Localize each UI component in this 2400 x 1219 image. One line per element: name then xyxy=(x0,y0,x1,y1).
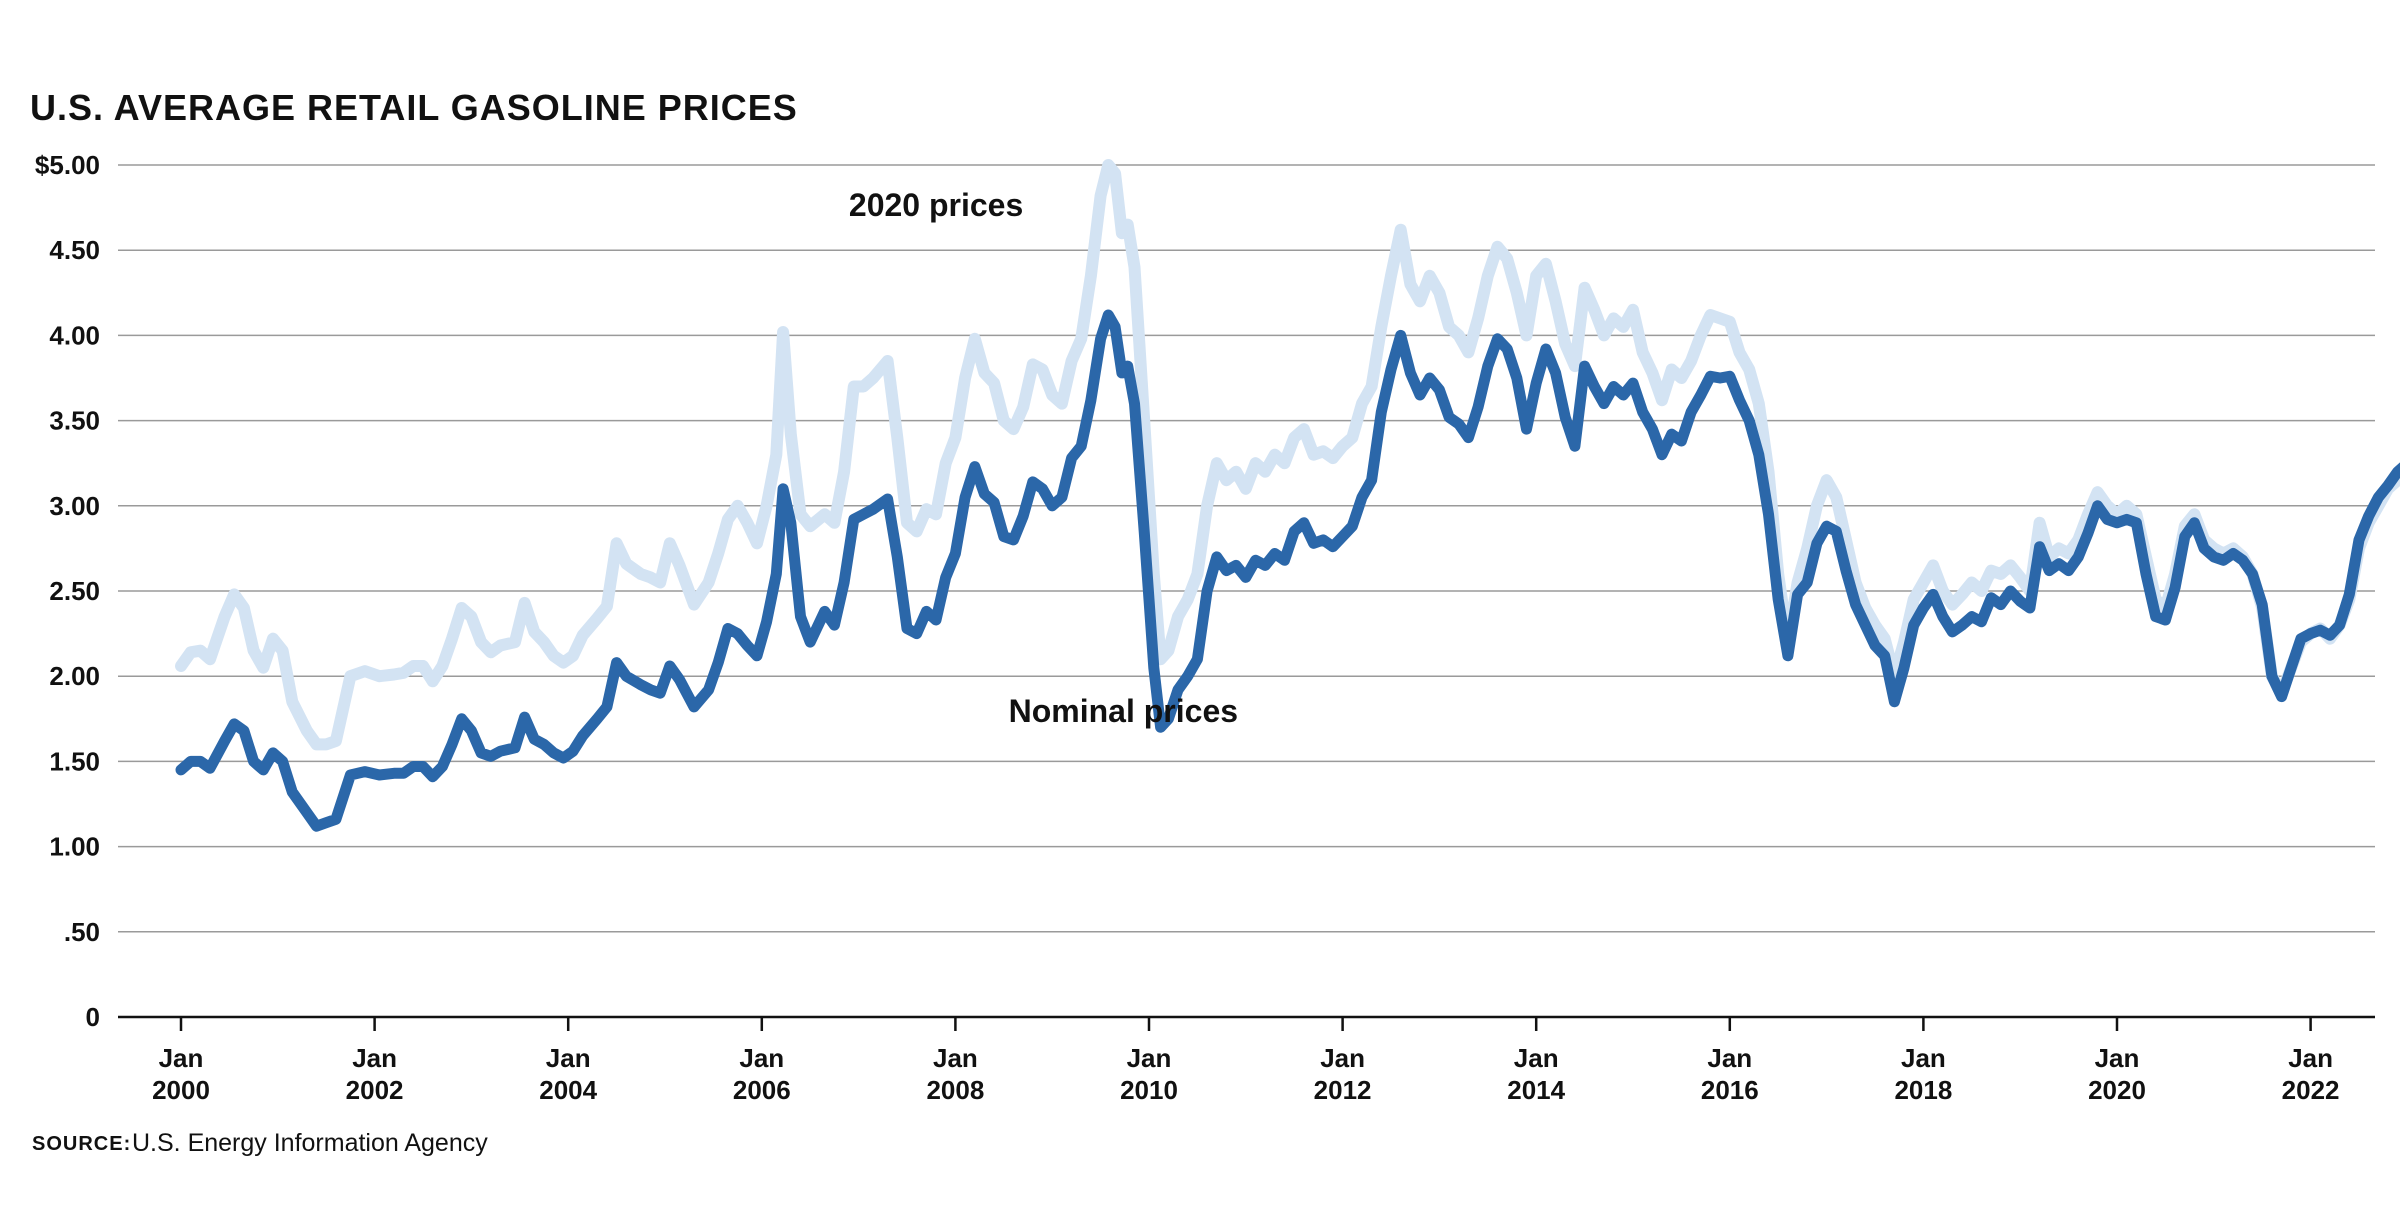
y-tick-label: 3.50 xyxy=(49,406,100,436)
x-tick-label-month: Jan xyxy=(352,1043,397,1073)
x-tick-label-month: Jan xyxy=(1707,1043,1752,1073)
y-tick-label: $5.00 xyxy=(35,150,100,180)
x-tick-label-month: Jan xyxy=(1320,1043,1365,1073)
series-labels: 2020 prices Nominal prices xyxy=(849,187,1238,729)
y-tick-label: 2.50 xyxy=(49,576,100,606)
chart-title: U.S. AVERAGE RETAIL GASOLINE PRICES xyxy=(30,87,798,128)
x-tick-label-month: Jan xyxy=(2288,1043,2333,1073)
x-tick-label-year: 2000 xyxy=(152,1075,210,1105)
source-key: SOURCE: xyxy=(32,1133,131,1155)
x-tick-label-month: Jan xyxy=(2095,1043,2140,1073)
x-tick-label-month: Jan xyxy=(933,1043,978,1073)
x-tick-label-year: 2004 xyxy=(539,1075,597,1105)
x-tick-label-month: Jan xyxy=(1514,1043,1559,1073)
x-tick-label-year: 2010 xyxy=(1120,1075,1178,1105)
source-text: U.S. Energy Information Agency xyxy=(132,1129,488,1157)
series-lines xyxy=(175,159,2400,832)
x-tick-label-year: 2012 xyxy=(1314,1075,1372,1105)
gridlines xyxy=(118,164,2375,933)
x-tick-label-month: Jan xyxy=(546,1043,591,1073)
y-tick-label: 1.00 xyxy=(49,832,100,862)
x-tick-label-month: Jan xyxy=(739,1043,784,1073)
x-tick-label-year: 2006 xyxy=(733,1075,791,1105)
x-tick-label-month: Jan xyxy=(159,1043,204,1073)
x-tick-label-year: 2008 xyxy=(926,1075,984,1105)
series-line-0 xyxy=(175,159,2400,751)
x-tick-label-year: 2002 xyxy=(346,1075,404,1105)
series-label-0: 2020 prices xyxy=(849,187,1023,223)
x-tick-label-month: Jan xyxy=(1901,1043,1946,1073)
series-label-1: Nominal prices xyxy=(1009,693,1238,729)
x-tick-label-month: Jan xyxy=(1127,1043,1172,1073)
y-tick-label: 2.00 xyxy=(49,661,100,691)
y-tick-label: 3.00 xyxy=(49,491,100,521)
x-tick-label-year: 2014 xyxy=(1507,1075,1565,1105)
y-tick-label: 0 xyxy=(86,1002,100,1032)
series-line-1 xyxy=(175,309,2400,832)
x-tick-label-year: 2022 xyxy=(2282,1075,2340,1105)
x-tick-label-year: 2018 xyxy=(1894,1075,1952,1105)
y-axis-tick-labels: $5.00 4.50 4.00 3.50 3.00 2.50 2.00 1.50 1.00 .50… xyxy=(35,150,100,1032)
y-tick-label: 4.50 xyxy=(49,235,100,265)
y-tick-label: 1.50 xyxy=(49,746,100,776)
y-tick-label: .50 xyxy=(64,917,100,947)
x-tick-label-year: 2016 xyxy=(1701,1075,1759,1105)
x-tick-label-year: 2020 xyxy=(2088,1075,2146,1105)
y-tick-label: 4.00 xyxy=(49,320,100,350)
x-axis: Jan2000Jan2002Jan2004Jan2006Jan2008Jan20… xyxy=(118,1015,2375,1105)
